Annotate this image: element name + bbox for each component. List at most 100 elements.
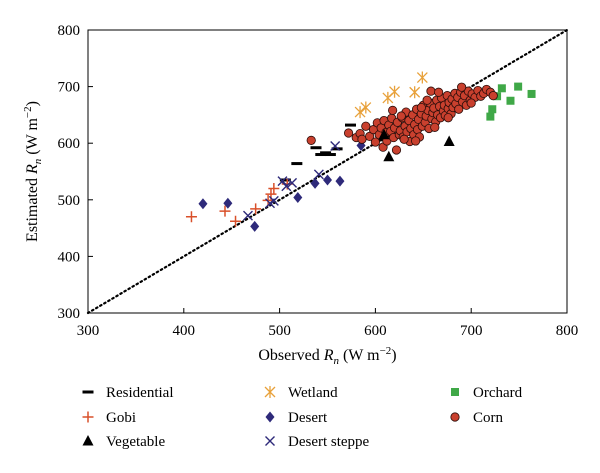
desert-point xyxy=(335,175,345,187)
desert-point xyxy=(323,174,332,186)
corn-point xyxy=(399,134,409,144)
x-axis-label-close: ) xyxy=(391,347,396,364)
y-tick-label: 800 xyxy=(58,23,81,39)
x-tick-label: 500 xyxy=(268,323,291,339)
corn-point xyxy=(416,102,426,113)
legend-marker-corn xyxy=(450,412,460,422)
y-tick-label: 300 xyxy=(58,306,81,322)
desert-point xyxy=(223,197,233,209)
desert-point xyxy=(250,220,260,232)
x-axis-label-var: R xyxy=(323,347,334,364)
legend-item-vegetable: Vegetable xyxy=(82,434,165,450)
legend-label-desert: Desert xyxy=(288,410,328,426)
legend-item-corn: Corn xyxy=(450,410,504,426)
corn-point xyxy=(365,131,375,142)
plot-area xyxy=(87,29,568,314)
desert-steppe-point xyxy=(313,169,324,180)
legend-label-corn: Corn xyxy=(473,410,504,426)
wetland-point xyxy=(360,101,372,114)
gobi-point xyxy=(219,205,231,217)
y-axis-label-sub: n xyxy=(32,158,44,164)
orchard-point xyxy=(488,105,497,114)
orchard-point xyxy=(506,96,515,105)
vegetable-point xyxy=(383,150,395,162)
legend-label-desert-steppe: Desert steppe xyxy=(288,434,370,450)
legend-label-gobi: Gobi xyxy=(106,410,136,426)
wetland-point xyxy=(354,106,366,119)
legend-marker-vegetable xyxy=(82,435,94,446)
legend-label-residential: Residential xyxy=(106,385,174,401)
corn-point xyxy=(426,86,436,96)
corn-point xyxy=(343,128,354,138)
legend-marker-orchard xyxy=(451,388,459,396)
x-tick-label: 800 xyxy=(556,323,579,339)
x-axis-label-sub: n xyxy=(333,355,339,367)
desert-steppe-point xyxy=(287,177,298,188)
x-tick-label: 300 xyxy=(77,323,100,339)
corn-point xyxy=(396,111,406,121)
data-markers xyxy=(185,71,536,232)
desert-point xyxy=(293,192,303,204)
y-tick-label: 500 xyxy=(58,193,81,209)
corn-point xyxy=(411,136,421,146)
desert-steppe-point xyxy=(281,181,292,192)
one-to-one-reference-line xyxy=(86,28,569,315)
y-axis-label-sup: −2 xyxy=(22,106,34,118)
corn-point xyxy=(306,135,316,145)
legend-marker-desert-steppe xyxy=(265,436,275,446)
corn-point xyxy=(361,121,371,131)
orchard-point xyxy=(486,112,495,121)
corn-point xyxy=(457,82,467,92)
y-axis-ticks: 300 400 500 600 700 800 xyxy=(58,23,93,322)
gobi-point xyxy=(185,211,197,223)
orchard-point xyxy=(514,82,523,91)
legend-item-residential: Residential xyxy=(82,385,174,401)
desert-point xyxy=(310,177,320,189)
legend-item-wetland: Wetland xyxy=(264,385,338,401)
y-tick-label: 600 xyxy=(58,136,81,152)
corn-point xyxy=(388,105,398,115)
legend-marker-wetland xyxy=(264,386,276,398)
corn-point xyxy=(370,137,380,147)
corn-point xyxy=(488,91,498,101)
desert-steppe-point xyxy=(268,195,279,206)
y-axis-label-close: ) xyxy=(24,101,41,106)
legend-marker-gobi xyxy=(82,411,94,423)
x-tick-label: 700 xyxy=(460,323,483,339)
gobi-point xyxy=(230,215,242,227)
gobi-point xyxy=(268,182,280,194)
corn-point xyxy=(454,104,464,114)
legend: Residential Wetland Orchard Gobi Desert Corn V… xyxy=(82,385,523,450)
corn-point xyxy=(466,98,476,108)
gobi-point xyxy=(250,203,262,215)
wetland-point xyxy=(389,85,401,98)
corn-point xyxy=(422,95,432,105)
corn-point xyxy=(391,145,402,155)
y-axis-label-var: R xyxy=(24,164,41,175)
desert-steppe-point xyxy=(277,176,288,187)
vegetable-point xyxy=(378,128,390,140)
legend-item-orchard: Orchard xyxy=(451,385,523,401)
legend-item-gobi: Gobi xyxy=(82,410,136,426)
x-axis-label: Observed Rn (W m−2) xyxy=(258,345,396,367)
desert-steppe-point xyxy=(242,210,253,221)
x-axis-label-main: Observed xyxy=(258,347,323,364)
x-axis-ticks: 300 400 500 600 700 800 xyxy=(77,308,579,339)
legend-label-orchard: Orchard xyxy=(473,385,523,401)
desert-steppe-point xyxy=(330,141,341,152)
corn-point xyxy=(434,87,444,97)
corn-point xyxy=(430,122,440,132)
corn-point xyxy=(357,134,367,144)
wetland-point xyxy=(409,86,421,99)
x-tick-label: 600 xyxy=(364,323,387,339)
y-axis-label-unit: (W m xyxy=(24,118,41,159)
x-tick-label: 400 xyxy=(173,323,196,339)
legend-marker-desert xyxy=(265,411,275,423)
legend-item-desert-steppe: Desert steppe xyxy=(265,434,370,450)
wetland-point xyxy=(382,91,394,104)
vegetable-point xyxy=(443,135,455,147)
wetland-point xyxy=(416,71,428,84)
y-tick-label: 400 xyxy=(58,249,81,265)
corn-point xyxy=(443,113,453,123)
y-tick-label: 700 xyxy=(58,80,81,96)
